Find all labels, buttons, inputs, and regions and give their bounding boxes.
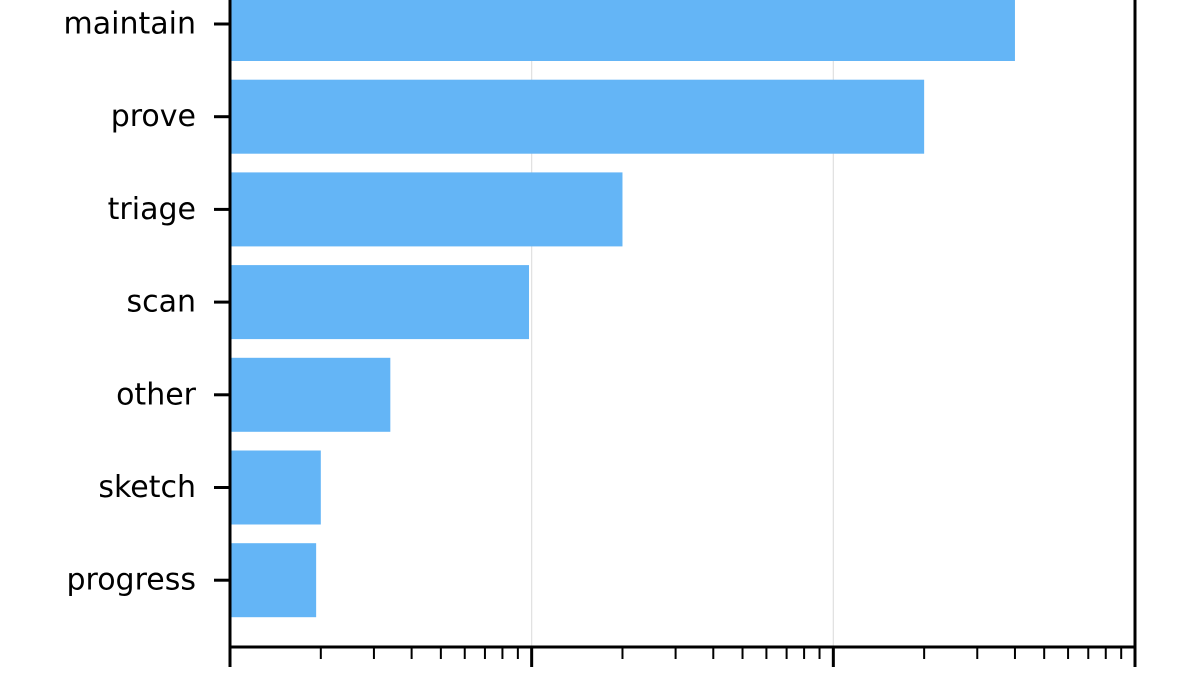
y-tick-label: progress (66, 563, 196, 598)
y-tick-label: prove (111, 99, 196, 134)
x-axis-ticks (228, 647, 1137, 667)
bar-triage (230, 172, 623, 247)
y-tick-label: other (116, 377, 197, 412)
bar-maintain (230, 0, 1015, 61)
axes-frame (228, 0, 1137, 649)
y-tick-label: sketch (98, 470, 196, 505)
y-tick-label: scan (126, 285, 196, 320)
y-axis-ticks: maintain prove triage scan other sketch progre… (64, 7, 230, 598)
y-tick-label: maintain (64, 7, 196, 42)
bar-sketch (230, 450, 321, 525)
bar-scan (230, 265, 530, 340)
bar-prove (230, 79, 925, 154)
bar-other (230, 357, 391, 432)
y-tick-label: triage (108, 192, 196, 227)
bars (230, 0, 1015, 618)
bar-progress (230, 543, 317, 618)
